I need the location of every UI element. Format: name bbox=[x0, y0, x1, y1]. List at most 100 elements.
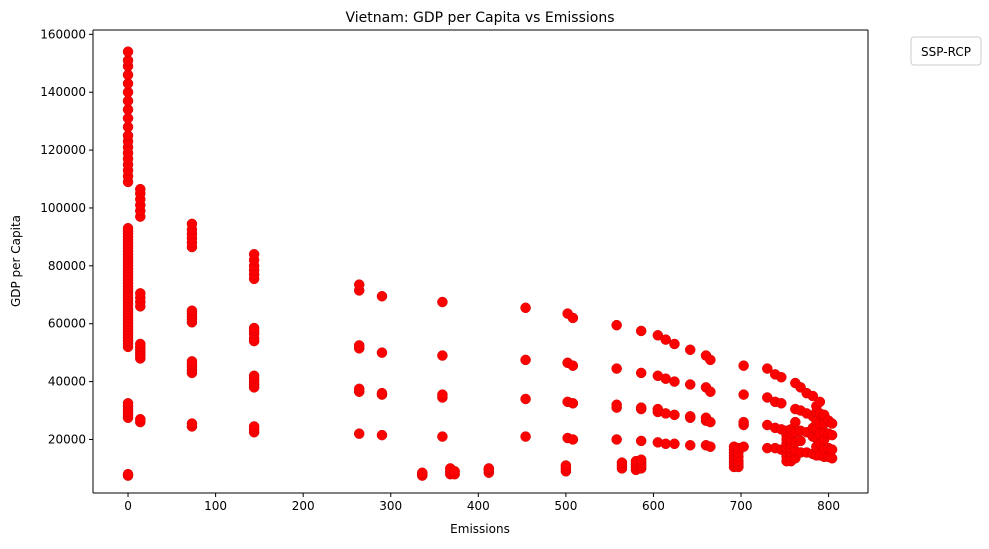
data-point bbox=[135, 338, 146, 350]
data-point bbox=[417, 467, 428, 478]
y-axis-ticks: 20000 40000 60000 80000 100000 120000 140000 16… bbox=[40, 27, 93, 446]
data-point bbox=[437, 389, 448, 400]
data-point bbox=[669, 409, 680, 421]
data-point bbox=[684, 440, 696, 451]
data-point bbox=[611, 399, 622, 410]
data-point bbox=[635, 454, 647, 465]
data-point bbox=[567, 312, 579, 324]
data-point bbox=[776, 372, 787, 383]
data-point bbox=[635, 402, 647, 413]
y-tick-label: 20000 bbox=[48, 432, 86, 446]
data-point bbox=[616, 457, 628, 468]
data-point bbox=[611, 434, 622, 445]
data-point bbox=[814, 396, 826, 408]
data-point bbox=[437, 296, 448, 308]
x-tick-label: 0 bbox=[124, 499, 132, 513]
data-point bbox=[449, 466, 460, 477]
data-point bbox=[353, 383, 365, 395]
data-point bbox=[776, 398, 787, 409]
data-point bbox=[186, 418, 198, 429]
data-point bbox=[738, 360, 749, 371]
data-point bbox=[122, 46, 134, 57]
data-point bbox=[826, 444, 838, 455]
data-point bbox=[635, 325, 647, 337]
data-point bbox=[186, 218, 198, 230]
x-tick-label: 300 bbox=[379, 499, 402, 513]
data-point bbox=[790, 416, 801, 428]
y-tick-label: 80000 bbox=[48, 259, 86, 273]
data-point bbox=[635, 435, 647, 447]
data-point bbox=[705, 354, 716, 366]
data-point bbox=[738, 389, 749, 400]
data-point bbox=[660, 373, 671, 384]
data-point bbox=[520, 302, 531, 314]
x-axis-label: Emissions bbox=[450, 522, 510, 536]
data-point bbox=[738, 441, 749, 452]
data-point bbox=[635, 367, 647, 379]
data-point bbox=[186, 305, 198, 316]
data-point bbox=[705, 441, 716, 452]
data-point bbox=[122, 398, 134, 409]
data-point bbox=[248, 322, 260, 334]
data-point bbox=[684, 344, 696, 356]
data-point bbox=[669, 376, 680, 387]
data-point bbox=[376, 429, 388, 441]
data-point bbox=[660, 408, 671, 419]
y-tick-label: 140000 bbox=[40, 85, 86, 99]
data-point bbox=[826, 418, 838, 429]
data-point bbox=[353, 340, 365, 351]
data-point bbox=[186, 356, 198, 367]
plot-area bbox=[93, 30, 868, 493]
chart-title: Vietnam: GDP per Capita vs Emissions bbox=[345, 10, 614, 26]
data-point bbox=[353, 428, 365, 439]
data-point bbox=[684, 411, 696, 422]
data-point bbox=[567, 434, 579, 445]
y-tick-label: 120000 bbox=[40, 143, 86, 157]
data-point bbox=[437, 431, 448, 442]
data-point bbox=[376, 290, 388, 302]
data-point bbox=[520, 393, 531, 405]
x-tick-label: 800 bbox=[817, 499, 840, 513]
data-point bbox=[705, 386, 716, 397]
y-tick-label: 60000 bbox=[48, 317, 86, 331]
data-point bbox=[353, 279, 365, 290]
data-point bbox=[248, 370, 260, 382]
data-point bbox=[567, 398, 579, 409]
data-point bbox=[437, 350, 448, 361]
data-point bbox=[705, 416, 716, 428]
data-point bbox=[122, 468, 134, 480]
data-point bbox=[135, 183, 146, 195]
legend-box bbox=[910, 36, 982, 66]
y-tick-label: 40000 bbox=[48, 375, 86, 389]
x-tick-label: 600 bbox=[642, 499, 665, 513]
x-tick-label: 700 bbox=[730, 499, 753, 513]
data-point bbox=[669, 438, 680, 450]
data-point bbox=[660, 334, 671, 345]
legend-title: SSP-RCP bbox=[921, 45, 971, 59]
data-point bbox=[807, 390, 819, 402]
y-tick-label: 100000 bbox=[40, 201, 86, 215]
data-point bbox=[660, 438, 671, 450]
x-tick-label: 200 bbox=[292, 499, 315, 513]
data-point bbox=[135, 288, 146, 299]
data-point bbox=[762, 363, 773, 374]
data-point bbox=[611, 319, 622, 331]
data-point bbox=[560, 460, 572, 471]
legend: SSP-RCP bbox=[910, 36, 982, 66]
data-point bbox=[669, 338, 680, 350]
data-point bbox=[376, 347, 388, 358]
data-point bbox=[520, 354, 531, 366]
x-tick-label: 100 bbox=[204, 499, 227, 513]
axes bbox=[92, 29, 869, 494]
x-axis-ticks: 0 100 200 300 400 500 600 700 800 bbox=[124, 493, 840, 513]
data-point bbox=[567, 360, 579, 371]
data-point bbox=[738, 416, 749, 428]
data-point bbox=[611, 363, 622, 374]
data-point bbox=[520, 431, 531, 442]
y-tick-label: 160000 bbox=[40, 27, 86, 41]
x-tick-label: 500 bbox=[554, 499, 577, 513]
data-point bbox=[376, 387, 388, 399]
data-points bbox=[122, 46, 838, 481]
data-point bbox=[122, 222, 134, 234]
